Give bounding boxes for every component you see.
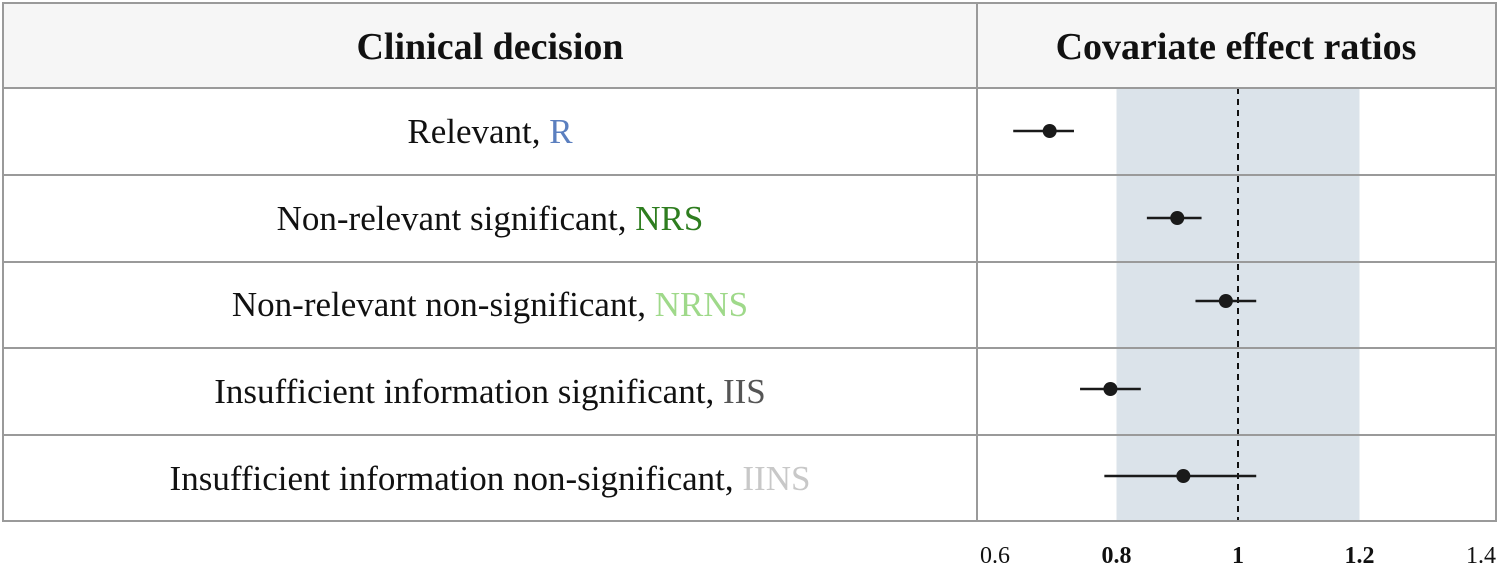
reference-band	[1116, 88, 1360, 521]
row-code: IINS	[742, 459, 810, 498]
row-label-r: Relevant, R	[407, 112, 573, 151]
x-tick-label: 1.4	[1466, 543, 1496, 569]
x-tick-label: 0.8	[1102, 543, 1132, 569]
row-label-text: Non-relevant non-significant,	[232, 285, 646, 324]
row-code: R	[549, 112, 573, 151]
x-tick-label: 1.2	[1345, 543, 1375, 569]
row-labels: Relevant, R Non-relevant significant, NR…	[170, 112, 811, 498]
x-axis-ticks: 0.6 0.8 1 1.2 1.4	[980, 543, 1496, 569]
point-estimate-nrns	[1218, 294, 1233, 308]
forest-marks	[1013, 124, 1257, 483]
row-label-nrns: Non-relevant non-significant, NRNS	[232, 285, 748, 324]
point-estimate-r	[1042, 124, 1057, 138]
header-clinical-decision: Clinical decision	[356, 26, 623, 68]
header-covariate-effect-ratios: Covariate effect ratios	[1056, 26, 1417, 68]
row-label-text: Non-relevant significant,	[277, 199, 627, 238]
header-background	[3, 3, 1496, 88]
table-grid	[2, 2, 1497, 522]
point-estimate-iins	[1176, 469, 1191, 483]
row-code: NRS	[635, 199, 703, 238]
point-estimate-nrs	[1170, 211, 1185, 225]
row-label-iis: Insufficient information significant, II…	[214, 372, 765, 411]
row-code: NRNS	[655, 285, 748, 324]
row-label-text: Insufficient information significant,	[214, 372, 714, 411]
row-code: IIS	[723, 372, 766, 411]
row-label-text: Insufficient information non-significant…	[170, 459, 734, 498]
x-tick-label: 1	[1232, 543, 1244, 569]
point-estimate-iis	[1103, 382, 1118, 396]
row-label-iins: Insufficient information non-significant…	[170, 459, 811, 498]
row-label-text: Relevant,	[407, 112, 540, 151]
x-tick-label: 0.6	[980, 543, 1010, 569]
row-label-nrs: Non-relevant significant, NRS	[277, 199, 704, 238]
